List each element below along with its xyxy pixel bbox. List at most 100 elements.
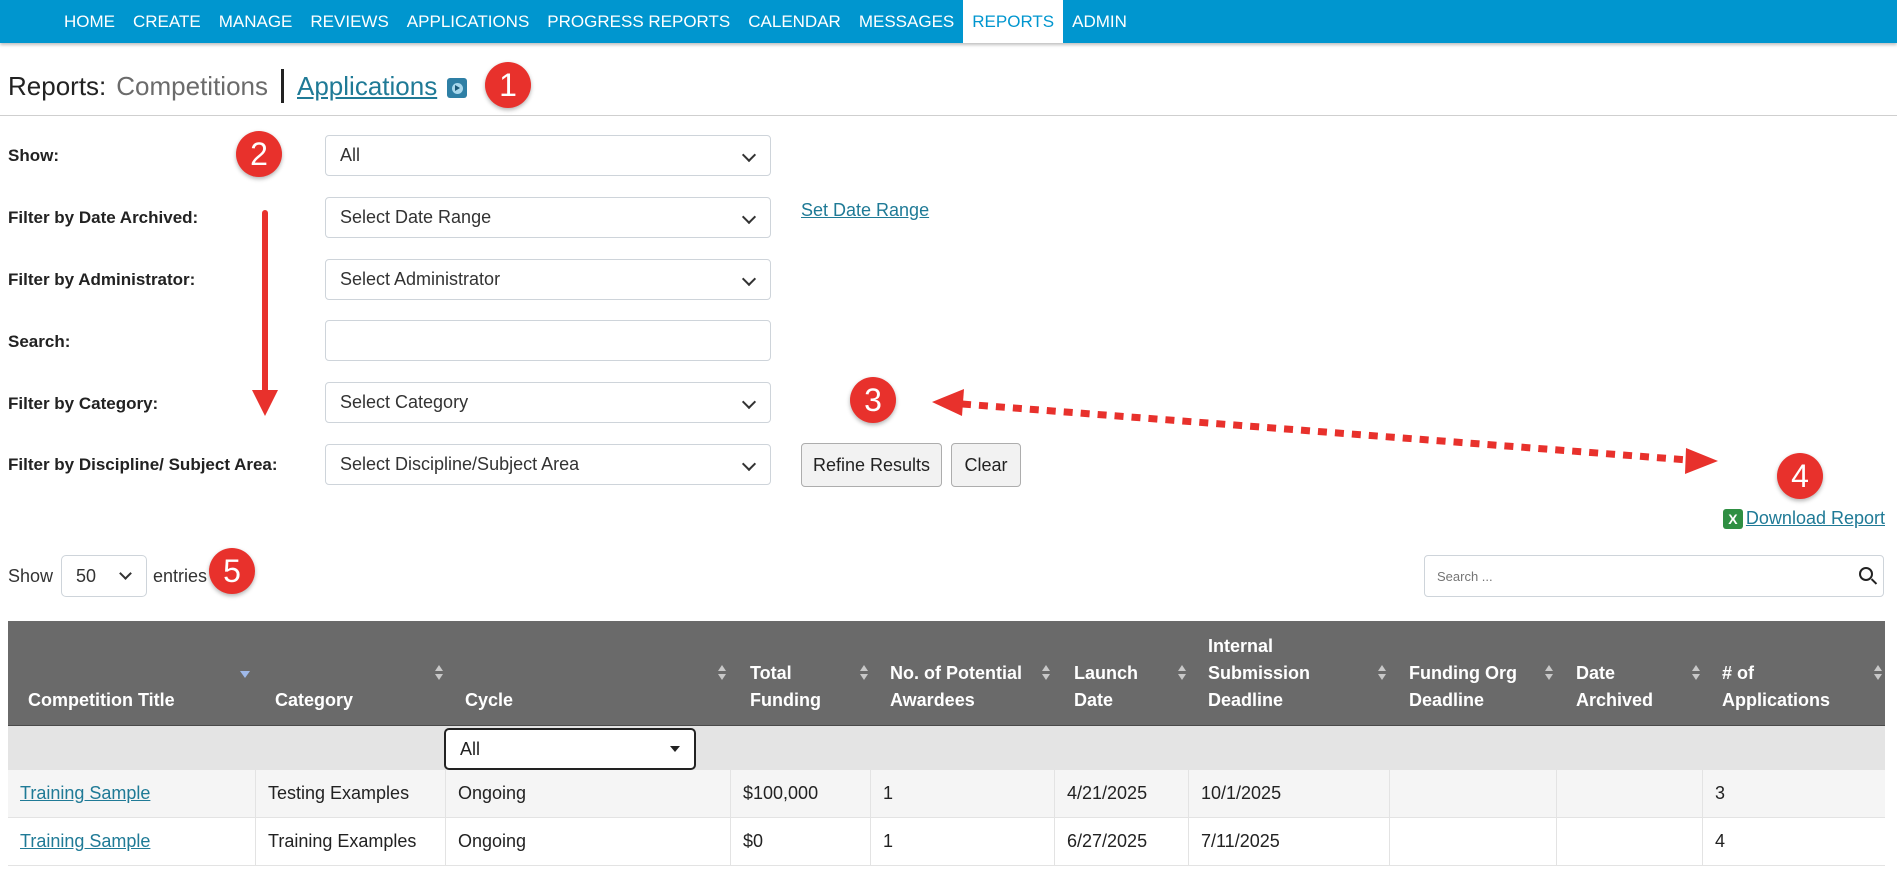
cycle-filter-select[interactable]: All <box>444 728 696 770</box>
nav-manage[interactable]: MANAGE <box>218 12 293 31</box>
sort-icon <box>1545 665 1553 681</box>
table-header: Competition Title Category Cycle Total F… <box>8 621 1885 725</box>
table-search-input[interactable] <box>1425 556 1849 596</box>
page-title: Reports: <box>8 70 107 101</box>
discipline-select[interactable]: Select Discipline/Subject Area <box>325 444 771 485</box>
cell-launch-date: 4/21/2025 <box>1054 770 1188 817</box>
show-label: Show: <box>8 146 59 165</box>
cell-title: Training Sample <box>8 770 255 817</box>
sort-icon <box>1692 665 1700 681</box>
competitions-table: Competition Title Category Cycle Total F… <box>8 621 1885 866</box>
sort-icon <box>1178 665 1186 681</box>
video-play-icon[interactable] <box>447 78 468 98</box>
refine-results-button[interactable]: Refine Results <box>801 443 942 487</box>
caret-down-icon <box>670 746 680 752</box>
cell-title: Training Sample <box>8 818 255 865</box>
annotation-badge-4: 4 <box>1777 453 1823 499</box>
download-report[interactable]: X Download Report <box>1722 508 1885 529</box>
column-launch-date[interactable]: Launch Date <box>1054 621 1188 725</box>
table-row: Training Sample Training Examples Ongoin… <box>8 818 1885 866</box>
cell-funding: $0 <box>730 818 870 865</box>
column-total-funding[interactable]: Total Funding <box>730 621 870 725</box>
entries-control: Show 50 entries <box>8 555 207 597</box>
clear-button[interactable]: Clear <box>951 443 1021 487</box>
column-competition-title[interactable]: Competition Title <box>8 621 252 725</box>
cell-funding-org-deadline <box>1389 770 1556 817</box>
header-divider-line <box>0 115 1897 116</box>
tab-competitions[interactable]: Competitions <box>116 70 268 101</box>
cell-cycle: Ongoing <box>445 818 730 865</box>
entries-select[interactable]: 50 <box>61 555 148 597</box>
sort-icon <box>1042 665 1050 681</box>
column-date-archived[interactable]: Date Archived <box>1556 621 1702 725</box>
annotation-badge-5: 5 <box>209 548 255 594</box>
column-category[interactable]: Category <box>255 621 445 725</box>
column-awardees[interactable]: No. of Potential Awardees <box>870 621 1054 725</box>
search-icon[interactable] <box>1859 567 1873 581</box>
cell-category: Testing Examples <box>255 770 445 817</box>
show-select[interactable]: All <box>325 135 771 176</box>
sort-desc-icon <box>240 671 250 678</box>
annotation-badge-3: 3 <box>850 377 896 423</box>
discipline-label: Filter by Discipline/ Subject Area: <box>8 455 278 474</box>
cell-cycle: Ongoing <box>445 770 730 817</box>
set-date-range-link[interactable]: Set Date Range <box>801 200 930 220</box>
cell-funding: $100,000 <box>730 770 870 817</box>
cell-date-archived <box>1556 770 1702 817</box>
cell-funding-org-deadline <box>1389 818 1556 865</box>
sort-icon <box>1378 665 1386 681</box>
cell-awardees: 1 <box>870 818 1054 865</box>
cell-date-archived <box>1556 818 1702 865</box>
excel-icon: X <box>1722 508 1743 529</box>
cell-internal-deadline: 7/11/2025 <box>1188 818 1389 865</box>
nav-admin[interactable]: ADMIN <box>1072 12 1127 31</box>
top-navigation: HOME CREATE MANAGE REVIEWS APPLICATIONS … <box>0 0 1897 43</box>
nav-messages[interactable]: MESSAGES <box>858 12 955 31</box>
nav-progress-reports[interactable]: PROGRESS REPORTS <box>547 12 731 31</box>
entries-suffix-label: entries <box>153 565 208 586</box>
column-cycle[interactable]: Cycle <box>445 621 730 725</box>
date-archived-label: Filter by Date Archived: <box>8 208 199 227</box>
sort-icon <box>718 665 726 681</box>
category-select[interactable]: Select Category <box>325 382 771 423</box>
administrator-label: Filter by Administrator: <box>8 270 196 289</box>
nav-calendar[interactable]: CALENDAR <box>748 12 841 31</box>
competition-title-link[interactable]: Training Sample <box>20 831 151 851</box>
entries-show-label: Show <box>8 565 54 586</box>
category-label: Filter by Category: <box>8 394 159 413</box>
table-search[interactable] <box>1424 555 1884 597</box>
search-input[interactable] <box>326 321 770 360</box>
search-field[interactable] <box>325 320 771 361</box>
table-row: Training Sample Testing Examples Ongoing… <box>8 770 1885 818</box>
nav-reviews[interactable]: REVIEWS <box>310 12 389 31</box>
annotation-badge-1: 1 <box>485 62 531 108</box>
download-report-link[interactable]: Download Report <box>1745 508 1885 528</box>
cell-awardees: 1 <box>870 770 1054 817</box>
cell-category: Training Examples <box>255 818 445 865</box>
cell-internal-deadline: 10/1/2025 <box>1188 770 1389 817</box>
cell-num-applications: 3 <box>1702 770 1885 817</box>
nav-create[interactable]: CREATE <box>133 12 201 31</box>
column-num-applications[interactable]: # of Applications <box>1702 621 1885 725</box>
column-internal-deadline[interactable]: Internal Submission Deadline <box>1188 621 1389 725</box>
cell-num-applications: 4 <box>1702 818 1885 865</box>
search-label: Search: <box>8 332 71 351</box>
sort-icon <box>435 665 443 681</box>
header-divider <box>281 69 284 103</box>
nav-reports[interactable]: REPORTS <box>963 0 1064 43</box>
administrator-select[interactable]: Select Administrator <box>325 259 771 300</box>
tab-applications[interactable]: Applications <box>297 70 438 101</box>
sort-icon <box>1874 665 1882 681</box>
nav-applications[interactable]: APPLICATIONS <box>406 12 530 31</box>
annotation-badge-2: 2 <box>236 131 282 177</box>
nav-home[interactable]: HOME <box>64 12 115 31</box>
table-filter-row: All <box>8 725 1885 770</box>
competition-title-link[interactable]: Training Sample <box>20 783 151 803</box>
chevron-down-icon <box>119 567 132 580</box>
cell-launch-date: 6/27/2025 <box>1054 818 1188 865</box>
column-funding-org-deadline[interactable]: Funding Org Deadline <box>1389 621 1556 725</box>
sort-icon <box>860 665 868 681</box>
date-range-select[interactable]: Select Date Range <box>325 197 771 238</box>
page-header: Reports: Competitions Applications <box>8 68 468 104</box>
